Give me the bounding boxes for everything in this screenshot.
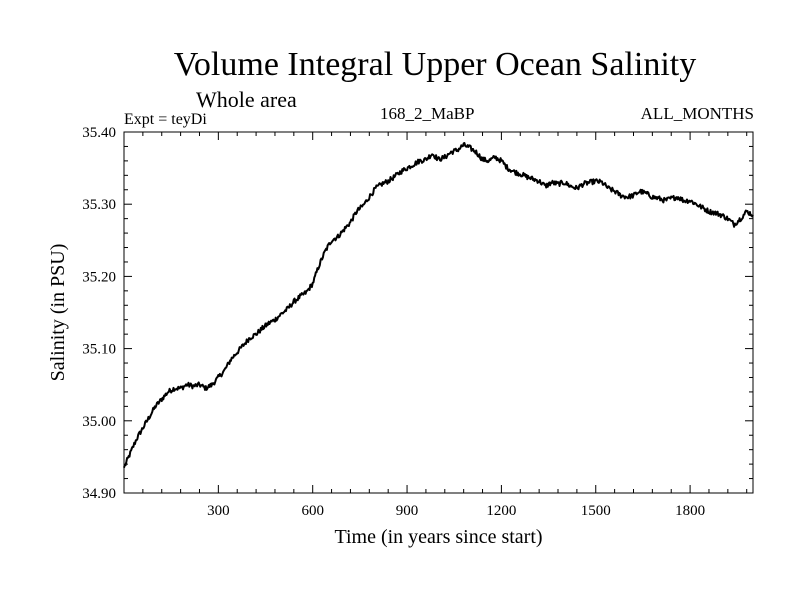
y-tick-label: 34.90 [82, 486, 116, 502]
y-tick-label: 35.40 [82, 125, 116, 141]
x-tick-label: 1200 [486, 503, 516, 519]
y-tick-label: 35.10 [82, 342, 116, 358]
plot-frame [123, 131, 754, 494]
chart-subtitle: Whole area [196, 87, 297, 112]
x-tick-label: 1500 [581, 503, 611, 519]
run-id-label: 168_2_MaBP [380, 104, 475, 123]
y-axis-title: Salinity (in PSU) [47, 244, 69, 382]
y-tick-label: 35.20 [82, 269, 116, 285]
y-tick-label: 35.30 [82, 197, 116, 213]
y-tick-label: 35.00 [82, 414, 116, 430]
months-label: ALL_MONTHS [640, 104, 754, 123]
x-tick-label: 600 [301, 503, 324, 519]
x-tick-label: 300 [207, 503, 230, 519]
chart-title: Volume Integral Upper Ocean Salinity [173, 46, 697, 83]
axis-ticks [124, 132, 753, 493]
experiment-label: Expt = teyDi [124, 111, 207, 128]
x-tick-label: 900 [396, 503, 419, 519]
x-tick-label: 1800 [675, 503, 705, 519]
tick-labels: 300 600 900 1200 1500 1800 34.90 35.00 35.10 35.2… [82, 125, 705, 519]
salinity-series-line [123, 142, 754, 468]
x-axis-title: Time (in years since start) [334, 526, 542, 548]
